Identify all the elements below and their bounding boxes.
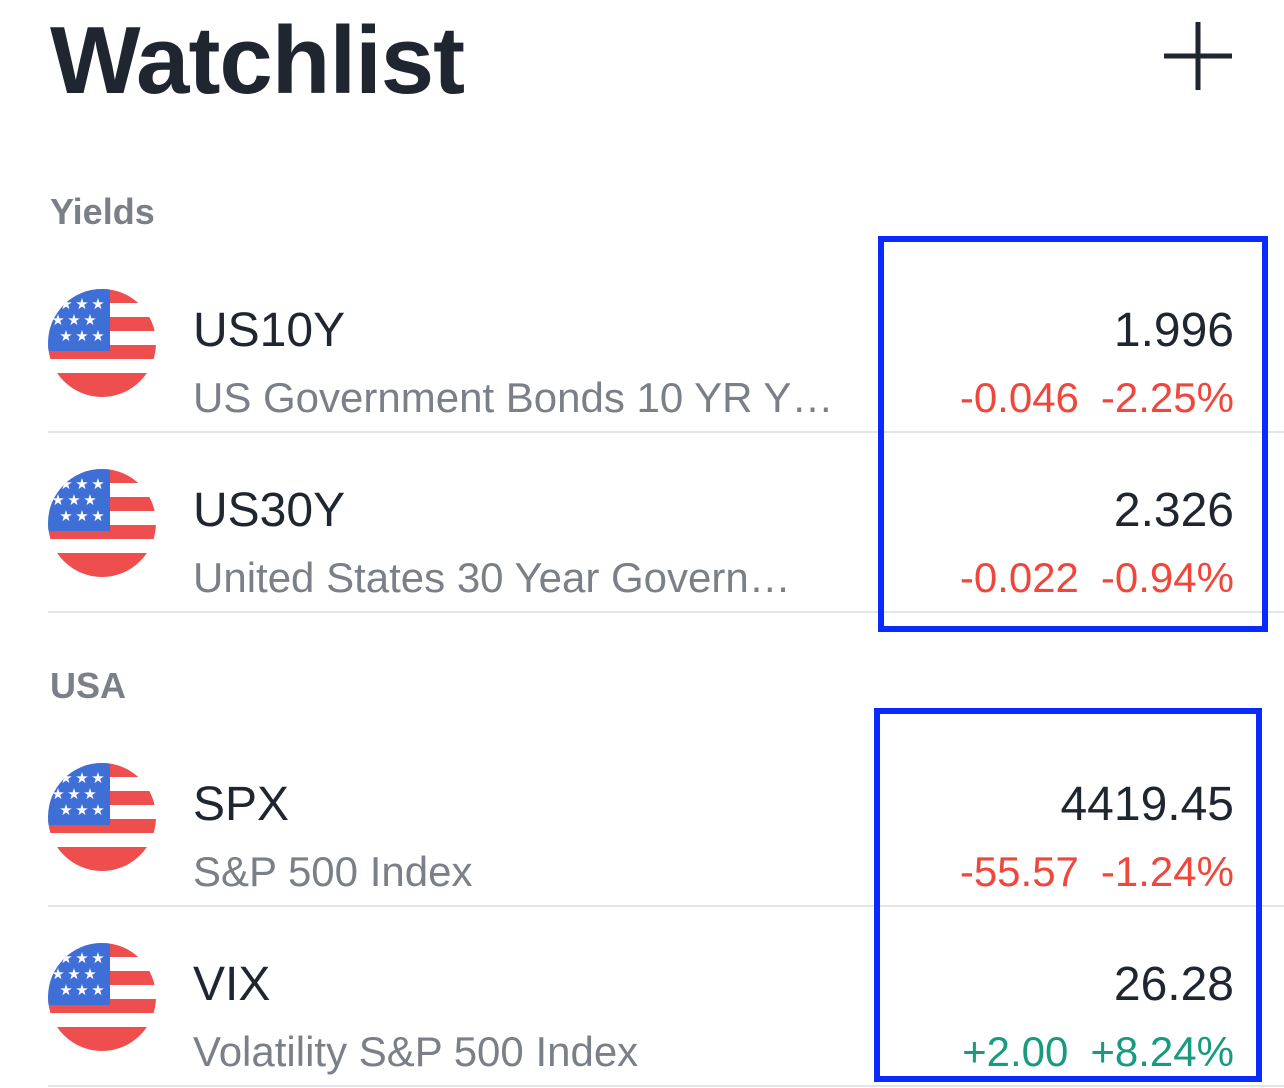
us-flag-icon: ★ ★ ★ ★ ★ ★ ★ ★ ★ bbox=[48, 763, 156, 871]
svg-text:★: ★ bbox=[75, 981, 88, 999]
svg-text:★: ★ bbox=[75, 295, 88, 313]
svg-text:★: ★ bbox=[59, 327, 72, 345]
watchlist-row-vix[interactable]: ★ ★ ★ ★ ★ ★ ★ ★ ★ VIX Volatility S&P 500 Index… bbox=[0, 907, 1284, 1087]
symbol-description: Volatility S&P 500 Index bbox=[193, 1028, 639, 1075]
svg-text:★: ★ bbox=[67, 311, 80, 329]
row-divider bbox=[48, 431, 1284, 433]
last-price: 1.996 bbox=[1113, 304, 1234, 357]
svg-text:★: ★ bbox=[91, 801, 104, 819]
change-value: -55.57 bbox=[959, 848, 1079, 895]
change-percent: +8.24% bbox=[1090, 1028, 1234, 1075]
symbol-description: US Government Bonds 10 YR Y… bbox=[193, 374, 834, 421]
svg-text:★: ★ bbox=[67, 491, 80, 509]
svg-text:★: ★ bbox=[83, 965, 96, 983]
us-flag-icon: ★ ★ ★ ★ ★ ★ ★ ★ ★ bbox=[48, 289, 156, 397]
symbol: VIX bbox=[193, 958, 271, 1011]
svg-text:★: ★ bbox=[83, 491, 96, 509]
add-symbol-button[interactable] bbox=[1160, 18, 1236, 94]
svg-text:★: ★ bbox=[91, 295, 104, 313]
change-value: +2.00 bbox=[962, 1028, 1069, 1075]
change-percent: -1.24% bbox=[1100, 848, 1234, 895]
svg-text:★: ★ bbox=[75, 475, 88, 493]
svg-text:★: ★ bbox=[75, 801, 88, 819]
last-price: 26.28 bbox=[1113, 958, 1234, 1011]
symbol-description: United States 30 Year Govern… bbox=[193, 554, 791, 601]
change-group: -0.022 -0.94% bbox=[960, 553, 1234, 603]
svg-text:★: ★ bbox=[91, 507, 104, 525]
plus-icon bbox=[1164, 22, 1232, 90]
change-group: +2.00 +8.24% bbox=[962, 1027, 1234, 1077]
svg-text:★: ★ bbox=[91, 981, 104, 999]
change-percent: -2.25% bbox=[1100, 374, 1234, 421]
row-divider bbox=[48, 905, 1284, 907]
change-value: -0.022 bbox=[959, 554, 1079, 601]
symbol: US30Y bbox=[193, 484, 346, 537]
svg-text:★: ★ bbox=[83, 311, 96, 329]
svg-text:★: ★ bbox=[91, 949, 104, 967]
watchlist-row-us10y[interactable]: ★ ★ ★ ★ ★ ★ ★ ★ ★ US10Y US Government Bonds 10… bbox=[0, 253, 1284, 433]
svg-text:★: ★ bbox=[67, 965, 80, 983]
svg-text:★: ★ bbox=[83, 785, 96, 803]
change-percent: -0.94% bbox=[1100, 554, 1234, 601]
watchlist-row-spx[interactable]: ★ ★ ★ ★ ★ ★ ★ ★ ★ SPX S&P 500 Index 4419.45 -5… bbox=[0, 727, 1284, 907]
svg-text:★: ★ bbox=[91, 475, 104, 493]
us-flag-icon: ★ ★ ★ ★ ★ ★ ★ ★ ★ bbox=[48, 943, 156, 1051]
last-price: 4419.45 bbox=[1060, 778, 1234, 831]
svg-text:★: ★ bbox=[75, 507, 88, 525]
svg-text:★: ★ bbox=[91, 327, 104, 345]
section-title-usa: USA bbox=[50, 665, 127, 706]
change-group: -55.57 -1.24% bbox=[960, 847, 1234, 897]
change-value: -0.046 bbox=[959, 374, 1079, 421]
symbol: US10Y bbox=[193, 304, 346, 357]
symbol-description: S&P 500 Index bbox=[193, 848, 473, 895]
row-divider bbox=[48, 1085, 1284, 1087]
svg-text:★: ★ bbox=[59, 801, 72, 819]
symbol: SPX bbox=[193, 778, 290, 831]
page-title: Watchlist bbox=[50, 7, 465, 114]
section-title-yields: Yields bbox=[50, 191, 155, 232]
svg-text:★: ★ bbox=[75, 327, 88, 345]
svg-text:★: ★ bbox=[67, 785, 80, 803]
us-flag-icon: ★ ★ ★ ★ ★ ★ ★ ★ ★ bbox=[48, 469, 156, 577]
last-price: 2.326 bbox=[1113, 484, 1234, 537]
row-divider bbox=[48, 611, 1284, 613]
svg-text:★: ★ bbox=[75, 769, 88, 787]
svg-text:★: ★ bbox=[75, 949, 88, 967]
change-group: -0.046 -2.25% bbox=[960, 373, 1234, 423]
svg-text:★: ★ bbox=[59, 507, 72, 525]
svg-text:★: ★ bbox=[59, 981, 72, 999]
svg-text:★: ★ bbox=[91, 769, 104, 787]
watchlist-row-us30y[interactable]: ★ ★ ★ ★ ★ ★ ★ ★ ★ US30Y United States 30 Year … bbox=[0, 433, 1284, 613]
